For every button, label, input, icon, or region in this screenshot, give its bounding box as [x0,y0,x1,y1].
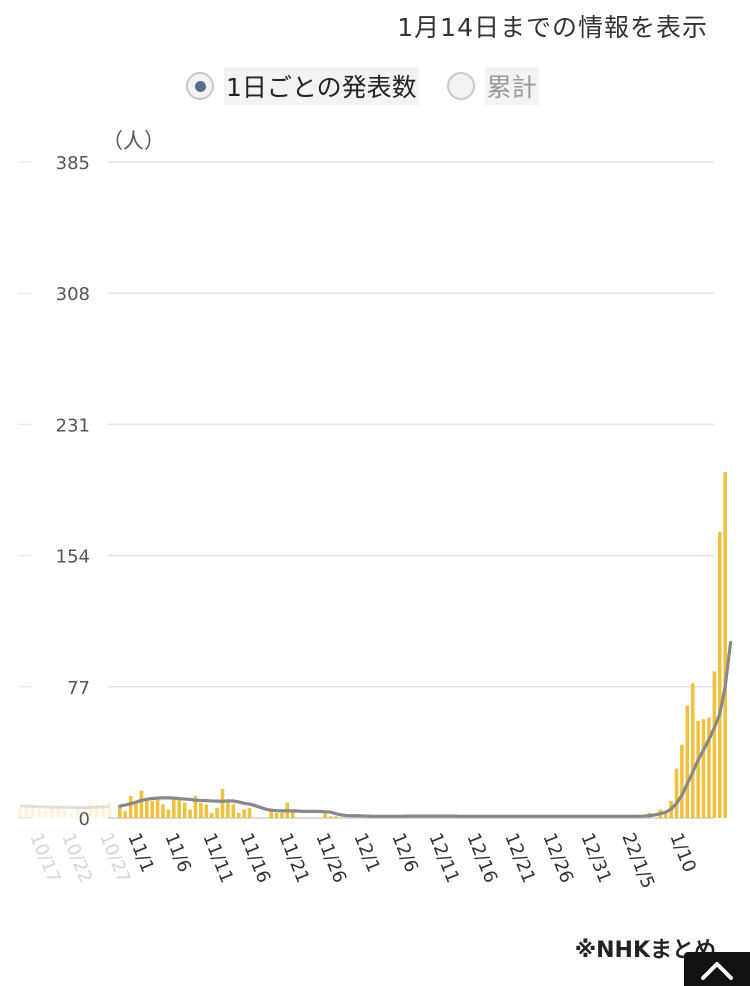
radio-unselected-icon [446,72,475,100]
daily-bar [247,807,252,818]
daily-bar [209,812,214,818]
faded-bar [24,804,29,818]
faded-bar [82,811,86,818]
faded-bar [62,809,67,818]
faded-average-line [20,804,110,810]
daily-bar [128,795,133,818]
daily-bar [717,531,722,818]
daily-bar [199,802,203,818]
daily-bar [182,802,187,818]
faded-bar [50,807,54,818]
daily-bar [334,816,338,818]
daily-bar [269,811,273,818]
daily-bar [193,795,198,818]
y-unit-label: （人） [102,129,165,153]
cumulative-radio[interactable]: 累計 [446,67,539,105]
y-tick-label: 308 [56,284,90,305]
daily-bar [204,804,209,818]
y-tick-label: 231 [56,415,90,436]
daily-bar [134,800,138,818]
x-tick-label: 12/11 [424,830,463,886]
x-tick-label: 12/1 [349,830,384,875]
daily-bar [161,804,165,818]
daily-bar [150,800,155,818]
daily-bar [220,789,225,818]
x-tick-label: 11/6 [160,830,195,875]
daily-bar [166,809,171,818]
daily-bar [155,799,160,818]
daily-bar [663,812,668,818]
x-tick-label: 12/26 [538,830,577,886]
x-tick-label: 11/16 [235,830,274,886]
daily-bar [123,811,128,818]
x-tick-label: 11/11 [198,830,237,886]
y-tick-label: 0 [79,809,90,830]
faded-bar [69,812,74,818]
daily-bar [685,705,690,818]
display-date-note: 1月14日までの情報を表示 [397,13,708,42]
radio-selected-icon [186,72,214,100]
daily-bar [177,797,182,818]
daily-bar [674,768,679,818]
faded-bar [101,806,106,818]
daily-bar [242,809,246,818]
faded-bar [94,804,99,818]
faded-bar [37,809,42,818]
x-tick-label: 11/26 [311,830,350,886]
daily-bar [696,720,700,818]
daily-bar [280,812,284,818]
x-tick-label: 12/21 [500,830,539,886]
daily-bar [690,683,695,818]
moving-average-line [118,640,733,818]
daily-bar [236,812,241,818]
daily-bar [680,744,684,818]
cumulative-label: 累計 [484,67,539,105]
daily-bar [188,809,192,818]
chevron-up-icon [701,962,733,980]
daily-bar [323,811,327,818]
daily-bar [274,812,279,818]
chart-area: （人） 0 77 154 231 308 385 10/17 10/22 10/27 11/1 11/… [0,120,750,900]
daily-bar [118,806,122,818]
daily-bar [701,719,706,818]
faded-bar [56,806,61,818]
y-tick-label: 154 [56,547,90,568]
daily-bar [290,811,295,818]
faded-bar [75,807,80,818]
x-tick-label: 11/21 [274,830,313,886]
daily-bar [215,807,219,818]
daily-bar [226,800,230,818]
daily-bar [139,790,144,818]
daily-bar [707,717,711,818]
faded-bar [30,806,35,818]
daily-count-label: 1日ごとの発表数 [224,67,419,105]
x-tick-label: 22/1/5 [617,830,658,892]
faded-bar [88,802,93,818]
daily-count-radio[interactable]: 1日ごとの発表数 [186,67,419,105]
x-tick-label: 12/31 [576,830,615,886]
faded-bar [18,807,22,818]
daily-bar [712,671,717,818]
daily-bar [328,816,333,818]
daily-bar [723,472,727,818]
y-tick-label: 385 [56,153,90,174]
faded-bar [107,802,112,818]
x-tick-label: 12/16 [462,830,501,886]
daily-bar [231,804,236,818]
x-tick-label: 12/6 [387,830,422,875]
daily-bar [172,799,176,818]
x-tick-label: 1/10 [665,830,700,875]
faded-bar [43,811,48,818]
daily-bar [145,799,149,818]
view-toggle: 1日ごとの発表数 累計 [186,66,539,106]
y-tick-label: 77 [67,678,90,699]
scroll-top-button[interactable] [684,952,750,986]
